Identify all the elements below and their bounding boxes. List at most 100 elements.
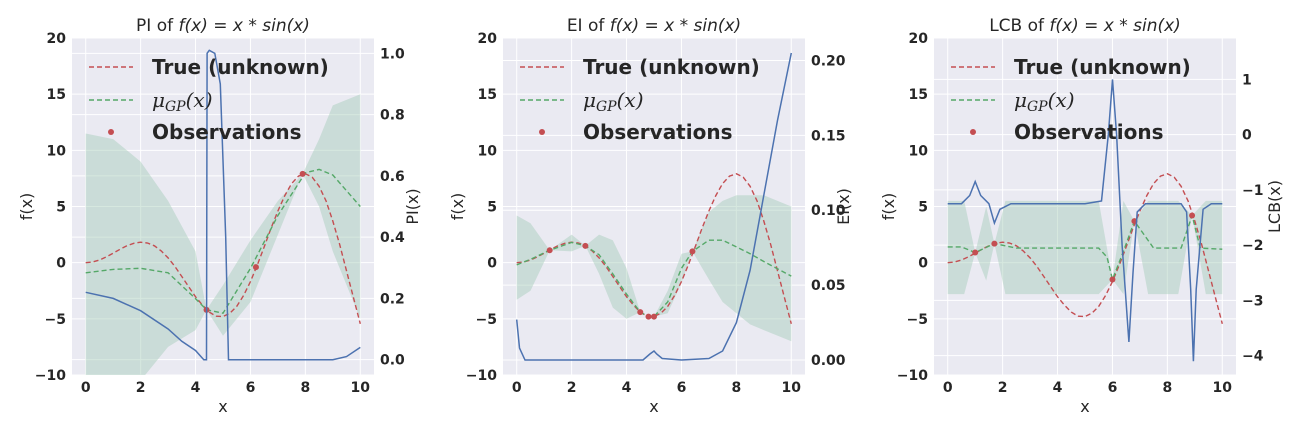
true-function-line xyxy=(85,173,361,324)
legend-true-label: True (unknown) xyxy=(583,55,760,79)
observation-point xyxy=(637,309,644,316)
legend-observation-marker xyxy=(539,129,545,135)
y-tick-label: 0 xyxy=(487,256,497,272)
y2-tick-label: −1 xyxy=(1242,183,1263,199)
y-tick-label: 5 xyxy=(918,200,928,216)
x-tick-label: 4 xyxy=(1053,380,1063,396)
y-axis-label: f(x) xyxy=(879,193,898,221)
y-tick-label: 10 xyxy=(909,143,929,159)
y-tick-label: 0 xyxy=(918,256,928,272)
y-axis-label: f(x) xyxy=(448,193,467,221)
y2-axis-label: LCB(x) xyxy=(1265,180,1284,233)
y-tick-label: 5 xyxy=(56,200,66,216)
acquisition-line xyxy=(85,49,361,361)
y-tick-label: 15 xyxy=(909,87,928,103)
x-tick-label: 8 xyxy=(1162,380,1172,396)
y2-tick-label: 0.20 xyxy=(811,53,846,69)
y-tick-label: −5 xyxy=(907,312,928,328)
y-tick-label: 0 xyxy=(56,256,66,272)
legend-observation-label: Observations xyxy=(583,120,732,144)
y2-tick-label: 0.10 xyxy=(811,203,846,219)
y-tick-label: 20 xyxy=(909,31,929,47)
legend-true-label: True (unknown) xyxy=(1014,55,1191,79)
y-tick-label: −5 xyxy=(45,312,66,328)
plot-content xyxy=(947,79,1223,362)
x-tick-label: 0 xyxy=(81,380,91,396)
y-tick-label: 10 xyxy=(478,143,498,159)
chart-title: PI of f(x) = x * sin(x) xyxy=(136,16,310,36)
y2-axis-label: EI(x) xyxy=(834,188,853,225)
true-function-line xyxy=(516,173,792,324)
chart-panel-2: 0 2 4 6 8 10 −10 −5 0 5 10 15 20 0.00 0.05 0.10 0.15 0.20… xyxy=(448,16,853,416)
gp-mean-line xyxy=(947,213,1223,282)
x-axis-label: x xyxy=(649,397,658,416)
observation-point xyxy=(1189,212,1196,219)
y2-tick-label: 0.4 xyxy=(380,230,405,246)
observation-point xyxy=(299,170,306,177)
x-tick-label: 2 xyxy=(567,380,577,396)
legend-observation-label: Observations xyxy=(1014,120,1163,144)
y-tick-label: −10 xyxy=(897,368,928,384)
x-axis-label: x xyxy=(1080,397,1089,416)
x-tick-label: 10 xyxy=(1213,380,1233,396)
legend-gp-label: μGP(x) xyxy=(583,88,644,115)
legend-gp-label: μGP(x) xyxy=(1014,88,1075,115)
x-tick-label: 0 xyxy=(512,380,522,396)
observation-point xyxy=(689,248,696,255)
x-tick-label: 4 xyxy=(622,380,632,396)
acquisition-line xyxy=(515,52,793,361)
y-axis-label: f(x) xyxy=(17,193,36,221)
x-tick-label: 6 xyxy=(246,380,256,396)
y-tick-label: 15 xyxy=(47,87,66,103)
observation-point xyxy=(1109,276,1116,283)
x-tick-label: 2 xyxy=(136,380,146,396)
legend-observation-label: Observations xyxy=(152,120,301,144)
y2-tick-label: −2 xyxy=(1242,238,1263,254)
y-tick-label: 5 xyxy=(487,200,497,216)
x-tick-label: 10 xyxy=(782,380,802,396)
chart-title: EI of f(x) = x * sin(x) xyxy=(567,16,741,36)
legend-gp-label: μGP(x) xyxy=(152,88,213,115)
y-tick-label: −5 xyxy=(476,312,497,328)
x-tick-label: 4 xyxy=(191,380,201,396)
y-tick-label: 20 xyxy=(47,31,67,47)
x-tick-label: 6 xyxy=(677,380,687,396)
y2-tick-label: 0.0 xyxy=(380,353,405,369)
x-tick-label: 6 xyxy=(1108,380,1118,396)
observation-point xyxy=(991,240,998,247)
y2-tick-label: −4 xyxy=(1242,349,1264,365)
y2-tick-label: 0.00 xyxy=(811,353,846,369)
y2-axis-label: PI(x) xyxy=(403,188,422,224)
y2-tick-label: 1.0 xyxy=(380,46,405,62)
chart-panel-1: 0 2 4 6 8 10 −10 −5 0 5 10 15 20 0.0 0.2 0.4 0.6 0.8 1.0 x f… xyxy=(17,16,422,416)
x-tick-label: 2 xyxy=(998,380,1008,396)
y2-tick-label: 0.6 xyxy=(380,169,405,185)
y2-tick-label: 1 xyxy=(1242,72,1252,88)
observation-point xyxy=(582,242,589,249)
legend-observation-marker xyxy=(970,129,976,135)
y2-tick-label: 0 xyxy=(1242,128,1252,144)
y-tick-label: −10 xyxy=(466,368,497,384)
gp-confidence-band xyxy=(85,94,361,375)
legend-true-label: True (unknown) xyxy=(152,55,329,79)
y2-tick-label: 0.05 xyxy=(811,278,846,294)
x-tick-label: 8 xyxy=(731,380,741,396)
observation-point xyxy=(252,264,259,271)
observation-point xyxy=(645,313,652,320)
plot-content xyxy=(85,49,361,375)
observation-point xyxy=(972,249,979,256)
legend: True (unknown) μGP(x) Observations xyxy=(520,55,760,144)
y-tick-label: 20 xyxy=(478,31,498,47)
y-tick-label: 10 xyxy=(47,143,67,159)
legend: True (unknown) μGP(x) Observations xyxy=(89,55,329,144)
x-tick-label: 0 xyxy=(943,380,953,396)
x-axis-label: x xyxy=(218,397,227,416)
gp-mean-line xyxy=(85,168,361,314)
observation-point xyxy=(651,313,657,320)
y2-tick-label: 0.2 xyxy=(380,291,405,307)
observation-point xyxy=(546,247,553,254)
y2-tick-label: −3 xyxy=(1242,293,1263,309)
x-tick-label: 8 xyxy=(300,380,310,396)
